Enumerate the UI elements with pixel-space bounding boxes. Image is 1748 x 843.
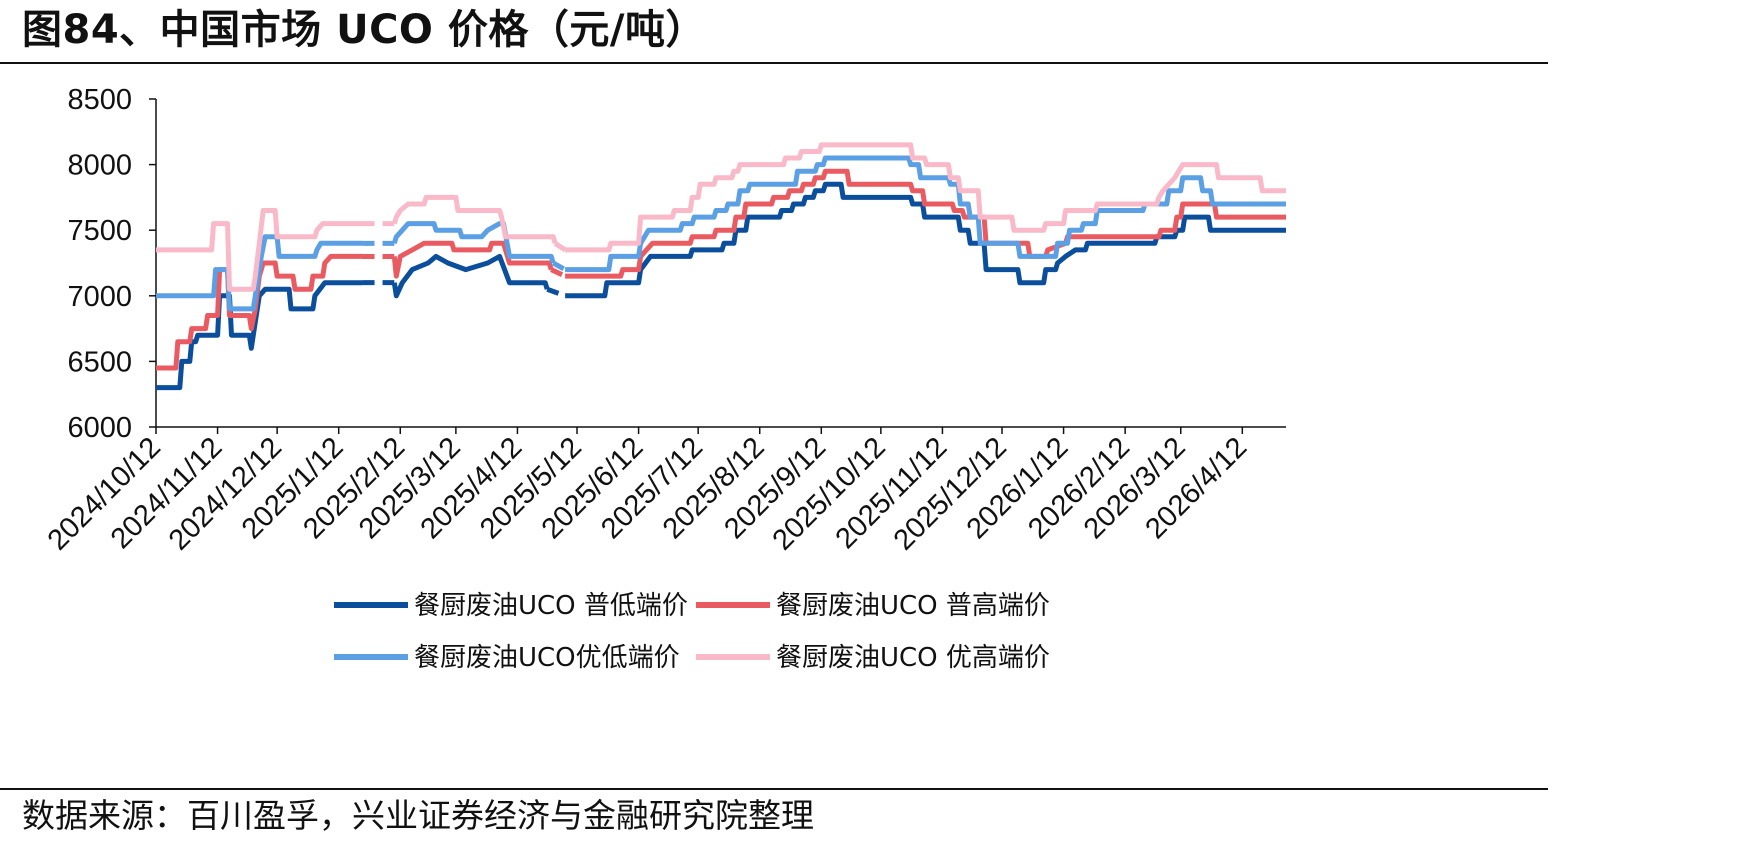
y-tick-label: 6500: [67, 346, 132, 378]
legend-label-2: 餐厨废油UCO 普高端价: [776, 591, 1050, 621]
chart-axes: 6000650070007500800085002024/10/122024/1…: [42, 84, 1286, 557]
y-tick-label: 8000: [67, 150, 132, 182]
y-tick-label: 8500: [67, 84, 132, 116]
top-rule: [0, 62, 1548, 64]
series-line-2: [156, 168, 1286, 371]
series-gap-dashed-3: [551, 260, 567, 272]
chart-series: [156, 142, 1286, 391]
uco-price-chart: 6000650070007500800085002024/10/122024/1…: [42, 84, 1286, 673]
y-tick-label: 7500: [67, 215, 132, 247]
series-gap-dashed-1: [546, 286, 566, 299]
figure-source: 数据来源：百川盈孚，兴业证券经济与金融研究院整理: [22, 796, 814, 835]
legend-label-3: 餐厨废油UCO优低端价: [414, 643, 680, 673]
legend-label-1: 餐厨废油UCO 普低端价: [414, 591, 688, 621]
y-tick-label: 7000: [67, 281, 132, 313]
series-gap-dashed-4: [553, 241, 567, 252]
series-gap-dashed-2: [550, 267, 567, 279]
figure-title: 图84、中国市场 UCO 价格（元/吨）: [22, 7, 706, 53]
series-line-1: [156, 181, 1286, 391]
series-line-3: [156, 155, 1286, 312]
bottom-rule: [0, 788, 1548, 790]
series-line-4: [156, 142, 1286, 292]
y-tick-label: 6000: [67, 412, 132, 444]
legend-label-4: 餐厨废油UCO 优高端价: [776, 643, 1050, 673]
